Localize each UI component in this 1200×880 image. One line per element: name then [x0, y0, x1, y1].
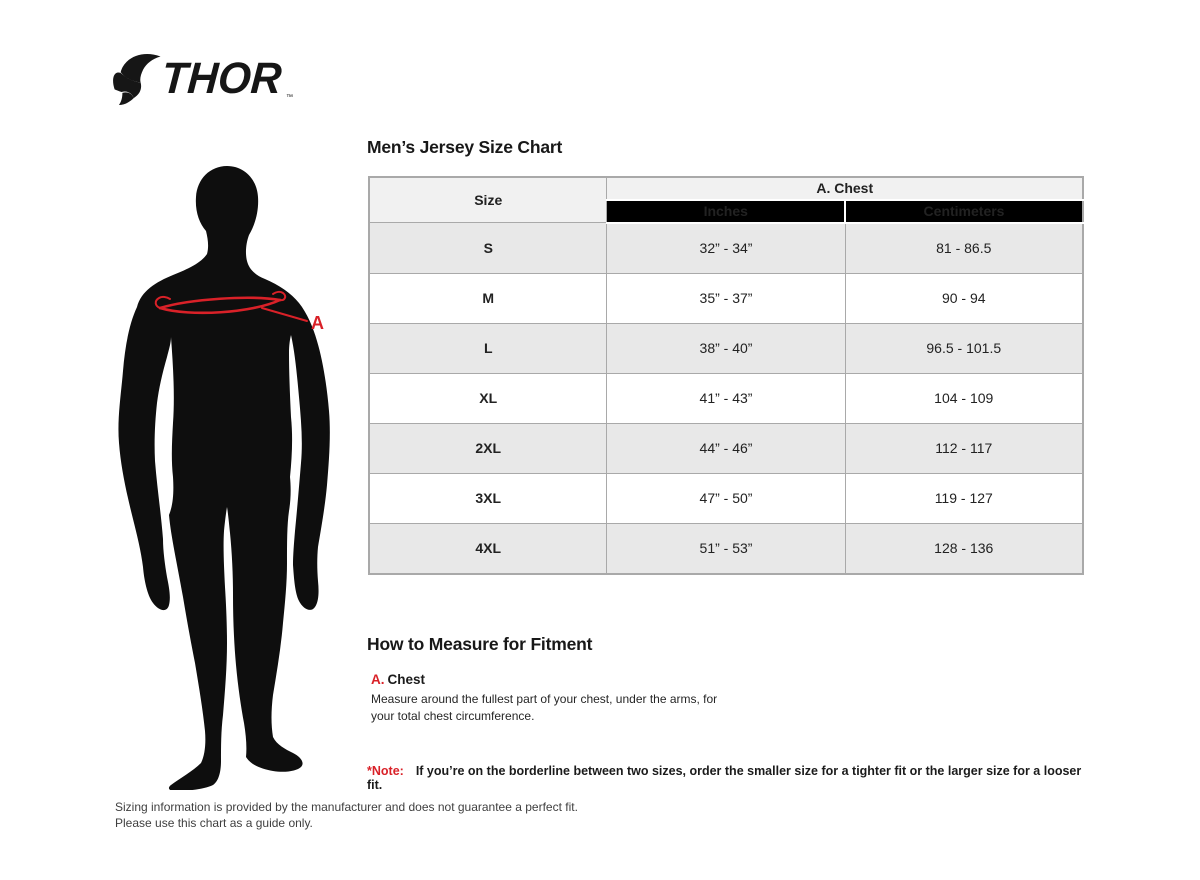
- sizing-note: *Note: If you’re on the borderline betwee…: [367, 764, 1087, 792]
- measure-item-description: Measure around the fullest part of your …: [371, 692, 718, 723]
- measure-item-key: A.: [371, 672, 385, 687]
- note-text: If you’re on the borderline between two …: [367, 764, 1082, 792]
- note-prefix: *Note:: [367, 764, 404, 778]
- header-row: Size A. Chest: [368, 176, 1084, 223]
- inches-cell: 41” - 43”: [606, 372, 846, 424]
- cm-cell: 119 - 127: [844, 472, 1084, 524]
- size-cell: L: [368, 322, 608, 374]
- body-silhouette-shape: [118, 166, 330, 790]
- inches-cell: 38” - 40”: [606, 322, 846, 374]
- table-row: XL 41” - 43” 104 - 109: [368, 372, 1084, 424]
- size-cell: 3XL: [368, 472, 608, 524]
- chest-measurement-line: [154, 290, 308, 322]
- figure-label-a: A: [311, 313, 324, 333]
- table-row: M 35” - 37” 90 - 94: [368, 272, 1084, 324]
- measure-item-name: Chest: [387, 672, 426, 687]
- measure-section-heading: How to Measure for Fitment: [367, 634, 593, 654]
- inches-cell: 44” - 46”: [606, 422, 846, 474]
- thor-logo-text: THOR: [160, 54, 284, 103]
- male-body-silhouette: A: [118, 166, 330, 790]
- cm-cell: 81 - 86.5: [844, 222, 1084, 274]
- inches-cell: 32” - 34”: [606, 222, 846, 274]
- inches-cell: 51” - 53”: [606, 522, 846, 574]
- disclaimer: Sizing information is provided by the ma…: [115, 799, 578, 831]
- size-chart-table: Size A. Chest Inches Centimeters S 32” -…: [368, 176, 1084, 575]
- cm-cell: 112 - 117: [844, 422, 1084, 474]
- disclaimer-line-1: Sizing information is provided by the ma…: [115, 800, 578, 814]
- size-cell: S: [368, 222, 608, 274]
- table-header: Size A. Chest Inches Centimeters: [368, 176, 1084, 224]
- size-cell: XL: [368, 372, 608, 424]
- size-cell: 4XL: [368, 522, 608, 574]
- measure-item-chest: A. Chest Measure around the fullest part …: [371, 672, 741, 724]
- table-body: S 32” - 34” 81 - 86.5 M 35” - 37” 90 - 9…: [368, 222, 1084, 574]
- size-cell: 2XL: [368, 422, 608, 474]
- table-row: L 38” - 40” 96.5 - 101.5: [368, 322, 1084, 374]
- measure-item-label: A. Chest: [371, 672, 741, 687]
- column-header-size: Size: [368, 176, 608, 223]
- unit-header-row: Inches Centimeters: [369, 198, 1084, 224]
- disclaimer-line-2: Please use this chart as a guide only.: [115, 816, 313, 831]
- table-row: S 32” - 34” 81 - 86.5: [368, 222, 1084, 274]
- inches-cell: 47” - 50”: [606, 472, 846, 524]
- trademark-symbol: ™: [286, 94, 293, 101]
- cm-cell: 128 - 136: [844, 522, 1084, 574]
- thor-ram-icon: [113, 54, 161, 105]
- column-header-inches: Inches: [606, 198, 847, 224]
- cm-cell: 90 - 94: [844, 272, 1084, 324]
- size-cell: M: [368, 272, 608, 324]
- table-row: 4XL 51” - 53” 128 - 136: [368, 522, 1084, 574]
- cm-cell: 104 - 109: [844, 372, 1084, 424]
- table-row: 3XL 47” - 50” 119 - 127: [368, 472, 1084, 524]
- cm-cell: 96.5 - 101.5: [844, 322, 1084, 374]
- inches-cell: 35” - 37”: [606, 272, 846, 324]
- size-chart-title: Men’s Jersey Size Chart: [367, 137, 563, 157]
- column-header-centimeters: Centimeters: [844, 198, 1084, 224]
- table-row: 2XL 44” - 46” 112 - 117: [368, 422, 1084, 474]
- pointer-line: [261, 307, 308, 322]
- column-header-chest-group: A. Chest: [606, 176, 1084, 200]
